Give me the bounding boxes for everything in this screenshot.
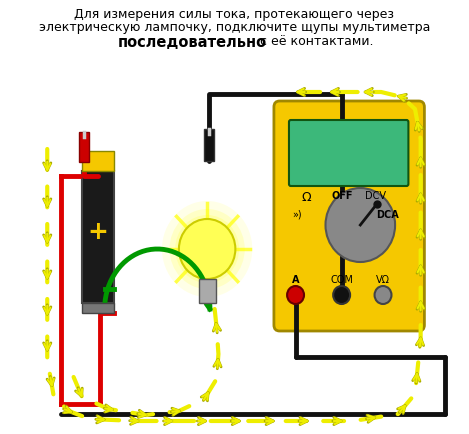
Circle shape [162, 201, 252, 297]
Bar [79, 133, 89, 163]
Text: »): ») [292, 210, 301, 220]
Text: DCV: DCV [365, 191, 386, 201]
Bar [82, 303, 114, 313]
Circle shape [179, 220, 235, 279]
Bar [199, 279, 216, 303]
Text: DCA: DCA [376, 210, 399, 220]
Bar [82, 171, 114, 303]
FancyBboxPatch shape [289, 121, 408, 187]
Text: с её контактами.: с её контактами. [256, 35, 373, 48]
Text: Для измерения силы тока, протекающего через: Для измерения силы тока, протекающего че… [75, 8, 394, 21]
Circle shape [333, 286, 350, 304]
Circle shape [169, 210, 245, 289]
Text: последовательно: последовательно [118, 35, 267, 50]
Text: VΩ: VΩ [376, 274, 390, 284]
Circle shape [325, 188, 395, 263]
FancyBboxPatch shape [274, 102, 424, 331]
Text: COM: COM [330, 274, 353, 284]
Text: OFF: OFF [332, 191, 353, 201]
Text: +: + [88, 220, 108, 243]
Circle shape [375, 286, 392, 304]
Text: Ω: Ω [301, 191, 310, 204]
Bar [82, 151, 114, 171]
Circle shape [287, 286, 304, 304]
Text: A: A [292, 274, 299, 284]
Bar [204, 130, 214, 161]
Text: электрическую лампочку, подключите щупы мультиметра: электрическую лампочку, подключите щупы … [39, 21, 430, 34]
Circle shape [175, 216, 239, 283]
